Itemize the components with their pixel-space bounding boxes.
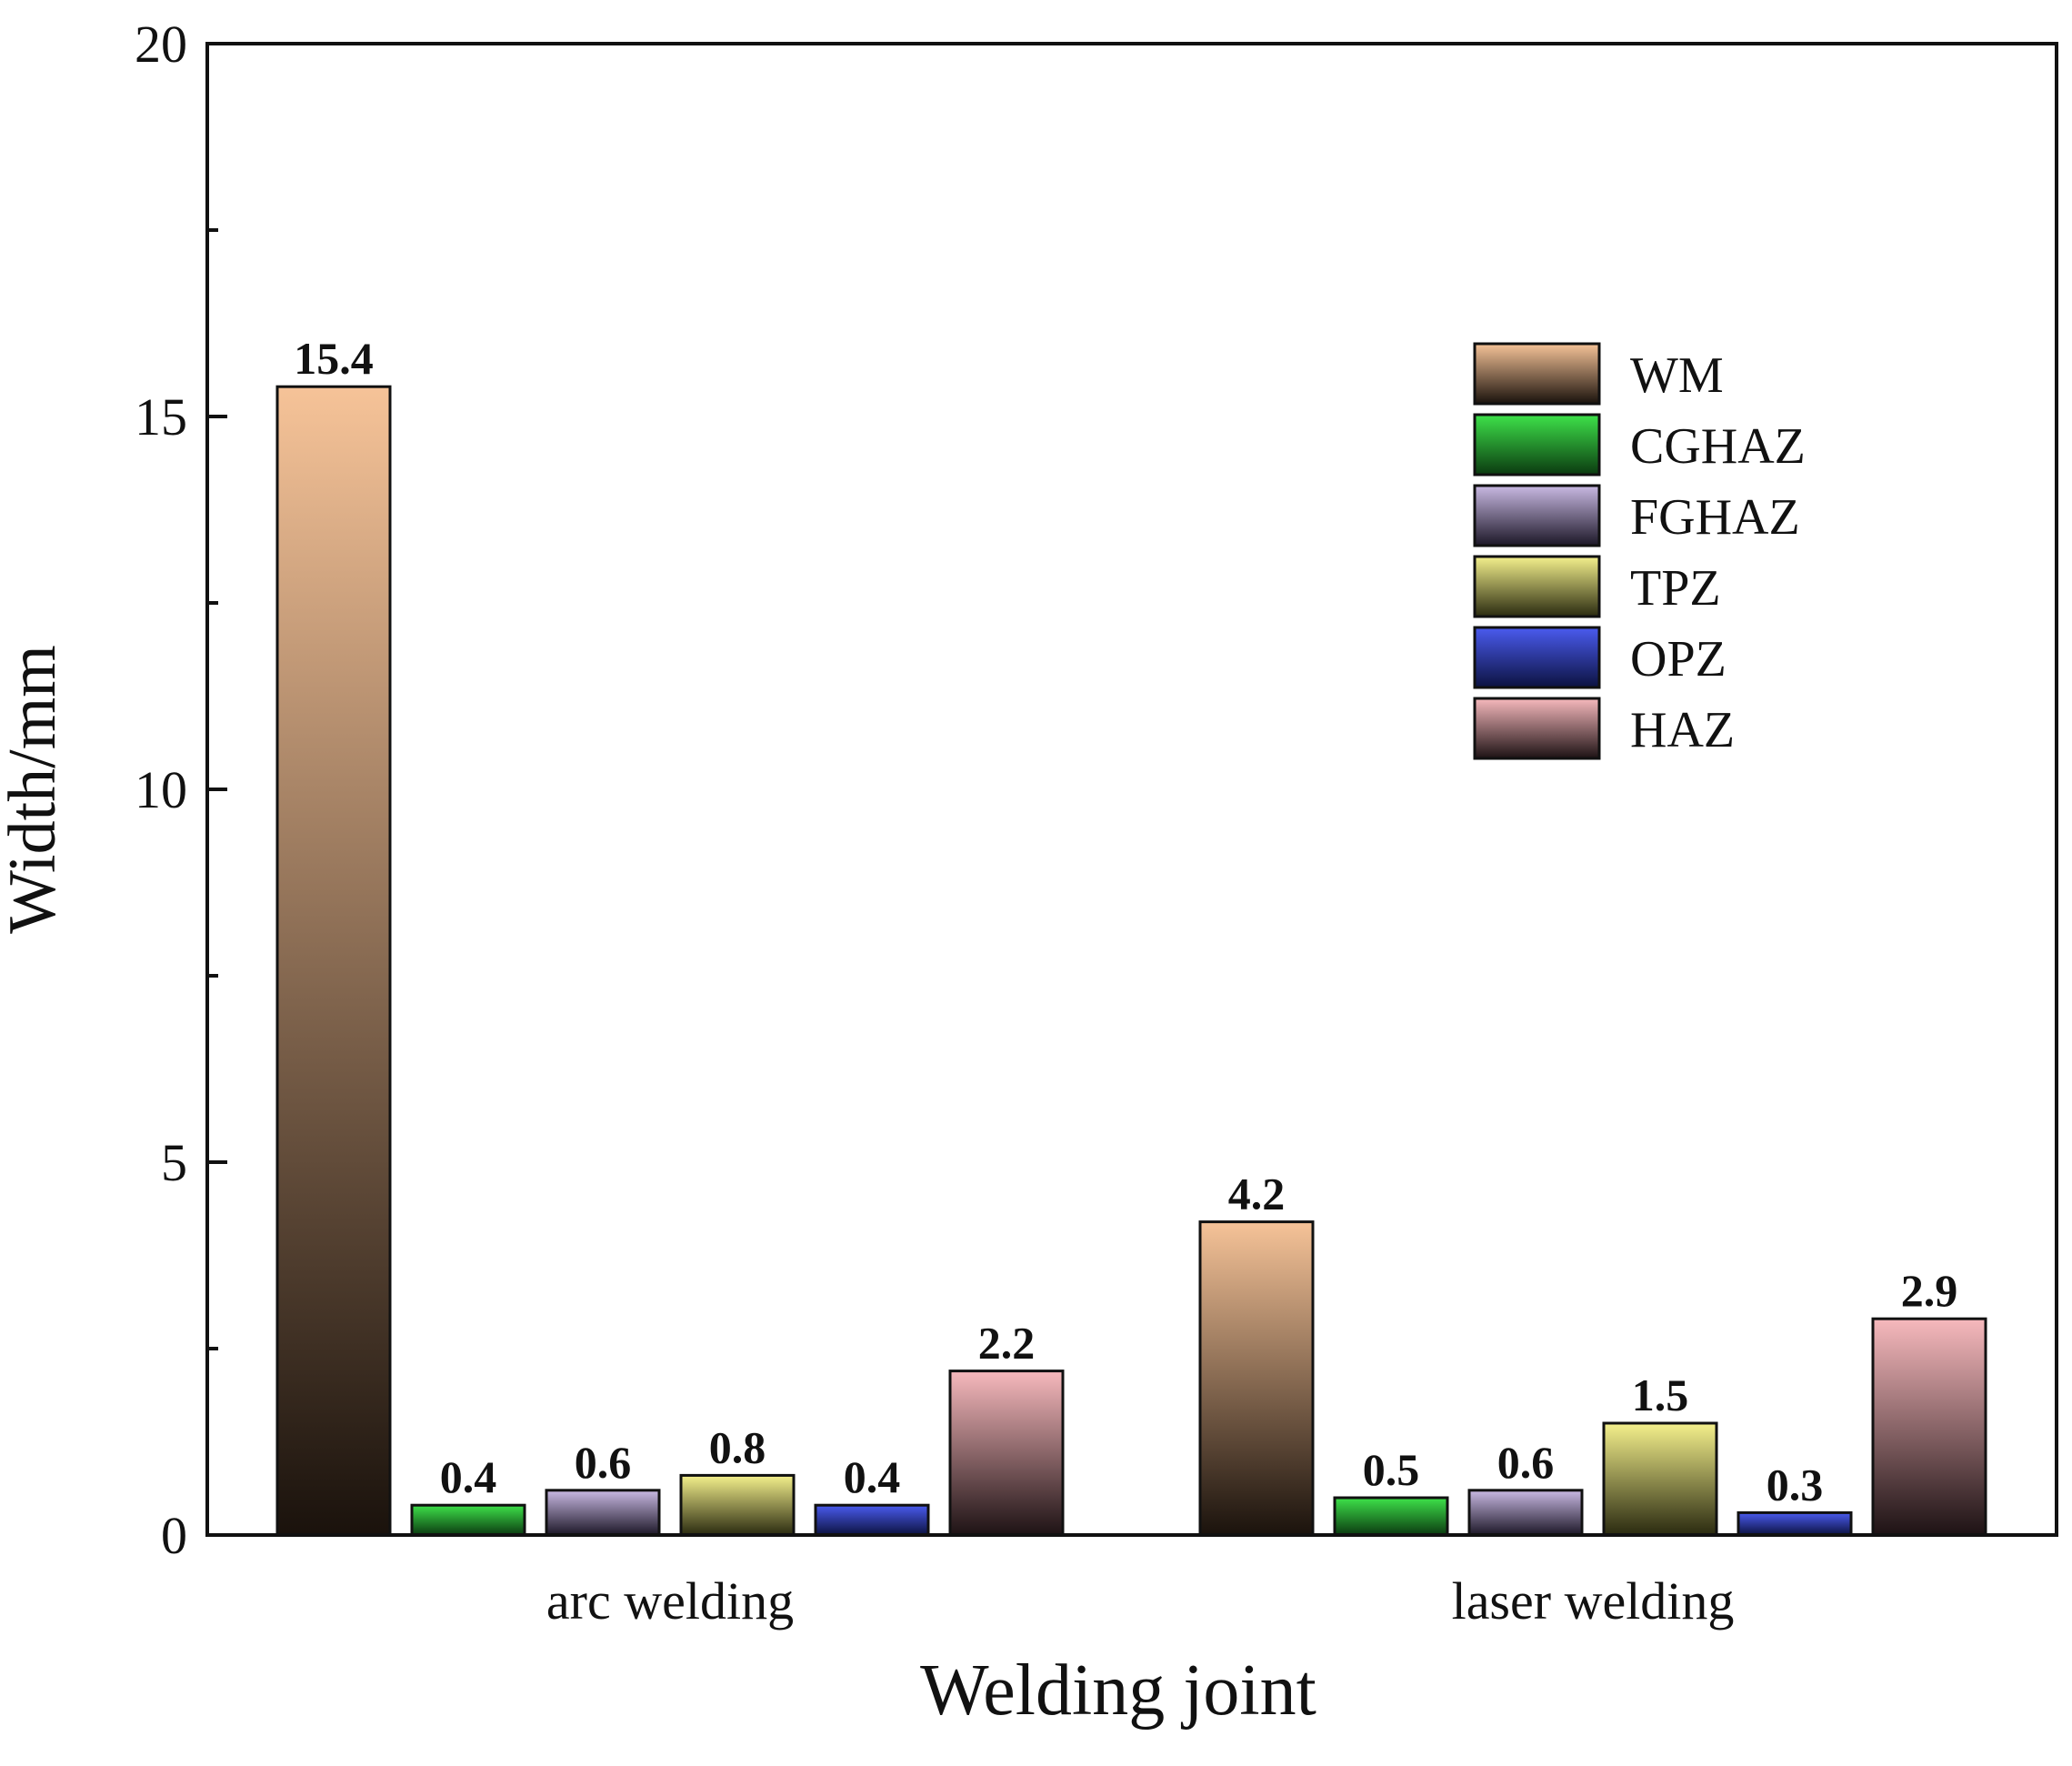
y-tick-label: 15 (135, 387, 187, 447)
x-category-label: laser welding (1452, 1571, 1735, 1631)
legend-swatch-fghaz (1473, 484, 1601, 547)
data-label-wm-arc-welding: 15.4 (294, 333, 374, 384)
legend-label-cghaz: CGHAZ (1630, 418, 1806, 475)
legend-label-wm: WM (1630, 347, 1724, 404)
bar-wm-arc-welding (275, 385, 392, 1537)
data-label-tpz-laser-welding: 1.5 (1632, 1370, 1689, 1420)
legend-swatch-opz (1473, 626, 1601, 689)
data-label-opz-laser-welding: 0.3 (1767, 1459, 1824, 1510)
data-label-opz-arc-welding: 0.4 (844, 1451, 901, 1502)
y-tick-label: 20 (135, 15, 187, 74)
data-label-fghaz-laser-welding: 0.6 (1497, 1437, 1555, 1488)
plot-frame (205, 42, 2058, 1537)
bar-fghaz-arc-welding (545, 1489, 661, 1537)
bar-tpz-laser-welding (1602, 1421, 1718, 1537)
bar-opz-arc-welding (814, 1503, 930, 1537)
bar-fghaz-laser-welding (1467, 1489, 1584, 1537)
data-label-fghaz-arc-welding: 0.6 (575, 1437, 632, 1488)
y-tick-label: 10 (135, 760, 187, 819)
legend-swatch-cghaz (1473, 413, 1601, 477)
legend-label-fghaz: FGHAZ (1630, 489, 1800, 546)
y-axis: 0 5 10 15 20 (135, 15, 227, 1565)
x-axis: arc welding laser welding (546, 1571, 1735, 1631)
data-label-wm-laser-welding: 4.2 (1228, 1169, 1286, 1219)
data-label-haz-laser-welding: 2.9 (1901, 1265, 1958, 1316)
legend-swatch-haz (1473, 697, 1601, 760)
x-axis-title: Welding joint (920, 1651, 1316, 1731)
y-tick-label: 0 (161, 1506, 187, 1565)
legend-label-opz: OPZ (1630, 631, 1727, 687)
bar-cghaz-laser-welding (1333, 1496, 1449, 1537)
legend: WM CGHAZ FGHAZ TPZ OPZ HAZ (1473, 342, 1806, 760)
bar-cghaz-arc-welding (410, 1503, 526, 1537)
x-category-label: arc welding (546, 1571, 794, 1631)
y-tick-label: 5 (161, 1133, 187, 1192)
legend-swatch-tpz (1473, 555, 1601, 618)
data-label-tpz-arc-welding: 0.8 (709, 1421, 766, 1472)
bar-opz-laser-welding (1737, 1510, 1853, 1537)
bar-wm-laser-welding (1198, 1220, 1315, 1537)
data-label-cghaz-laser-welding: 0.5 (1363, 1444, 1420, 1495)
data-labels-layer: 15.4 0.4 0.6 0.8 0.4 2.2 4.2 0.5 0.6 1.5 0.3 2.9 (294, 333, 1957, 1510)
bar-haz-arc-welding (948, 1370, 1065, 1537)
data-label-cghaz-arc-welding: 0.4 (440, 1451, 497, 1502)
bars-layer (275, 385, 1987, 1537)
bar-haz-laser-welding (1871, 1317, 1987, 1537)
data-label-haz-arc-welding: 2.2 (978, 1318, 1036, 1369)
legend-label-tpz: TPZ (1630, 560, 1721, 617)
bar-tpz-arc-welding (679, 1473, 796, 1537)
legend-swatch-wm (1473, 342, 1601, 406)
y-axis-title: Width/mm (0, 645, 70, 934)
legend-label-haz: HAZ (1630, 702, 1735, 758)
